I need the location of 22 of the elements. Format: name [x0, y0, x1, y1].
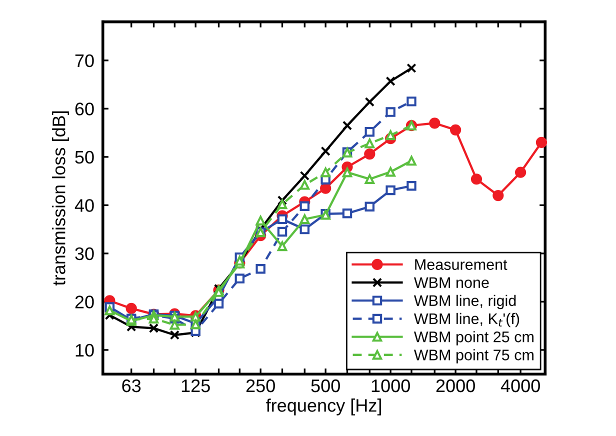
y-tick-label: 20 — [75, 296, 94, 308]
y-tick-label: 60 — [75, 102, 94, 116]
y-tick-label: 40 — [74, 199, 94, 212]
x-axis-title: frequency [Hz] — [266, 398, 381, 416]
x-tick-label: 250 — [246, 379, 275, 392]
y-tick-label: 70 — [75, 54, 94, 68]
y-tick-label: 30 — [75, 247, 94, 260]
x-tick-label: 1000 — [372, 379, 410, 392]
y-axis-title: transmission loss [dB] — [52, 111, 69, 286]
x-tick-label: 63 — [122, 379, 141, 392]
legend-label: WBM none — [414, 277, 489, 288]
legend-label: WBM point 25 cm — [414, 331, 534, 346]
legend-label: WBM line, rigid — [414, 294, 516, 310]
x-tick-label: 125 — [182, 379, 210, 392]
y-tick-label: 10 — [76, 344, 94, 357]
x-tick-label: 4000 — [500, 379, 540, 392]
x-tick-label: 500 — [311, 379, 340, 392]
x-tick-label: 2000 — [436, 379, 475, 392]
legend-label: WBM line, K$_{t}$'(f) — [414, 312, 520, 328]
y-tick-label: 50 — [75, 150, 94, 164]
legend-label: Measurement — [415, 259, 508, 270]
legend-label: WBM point 75 cm — [414, 349, 534, 364]
